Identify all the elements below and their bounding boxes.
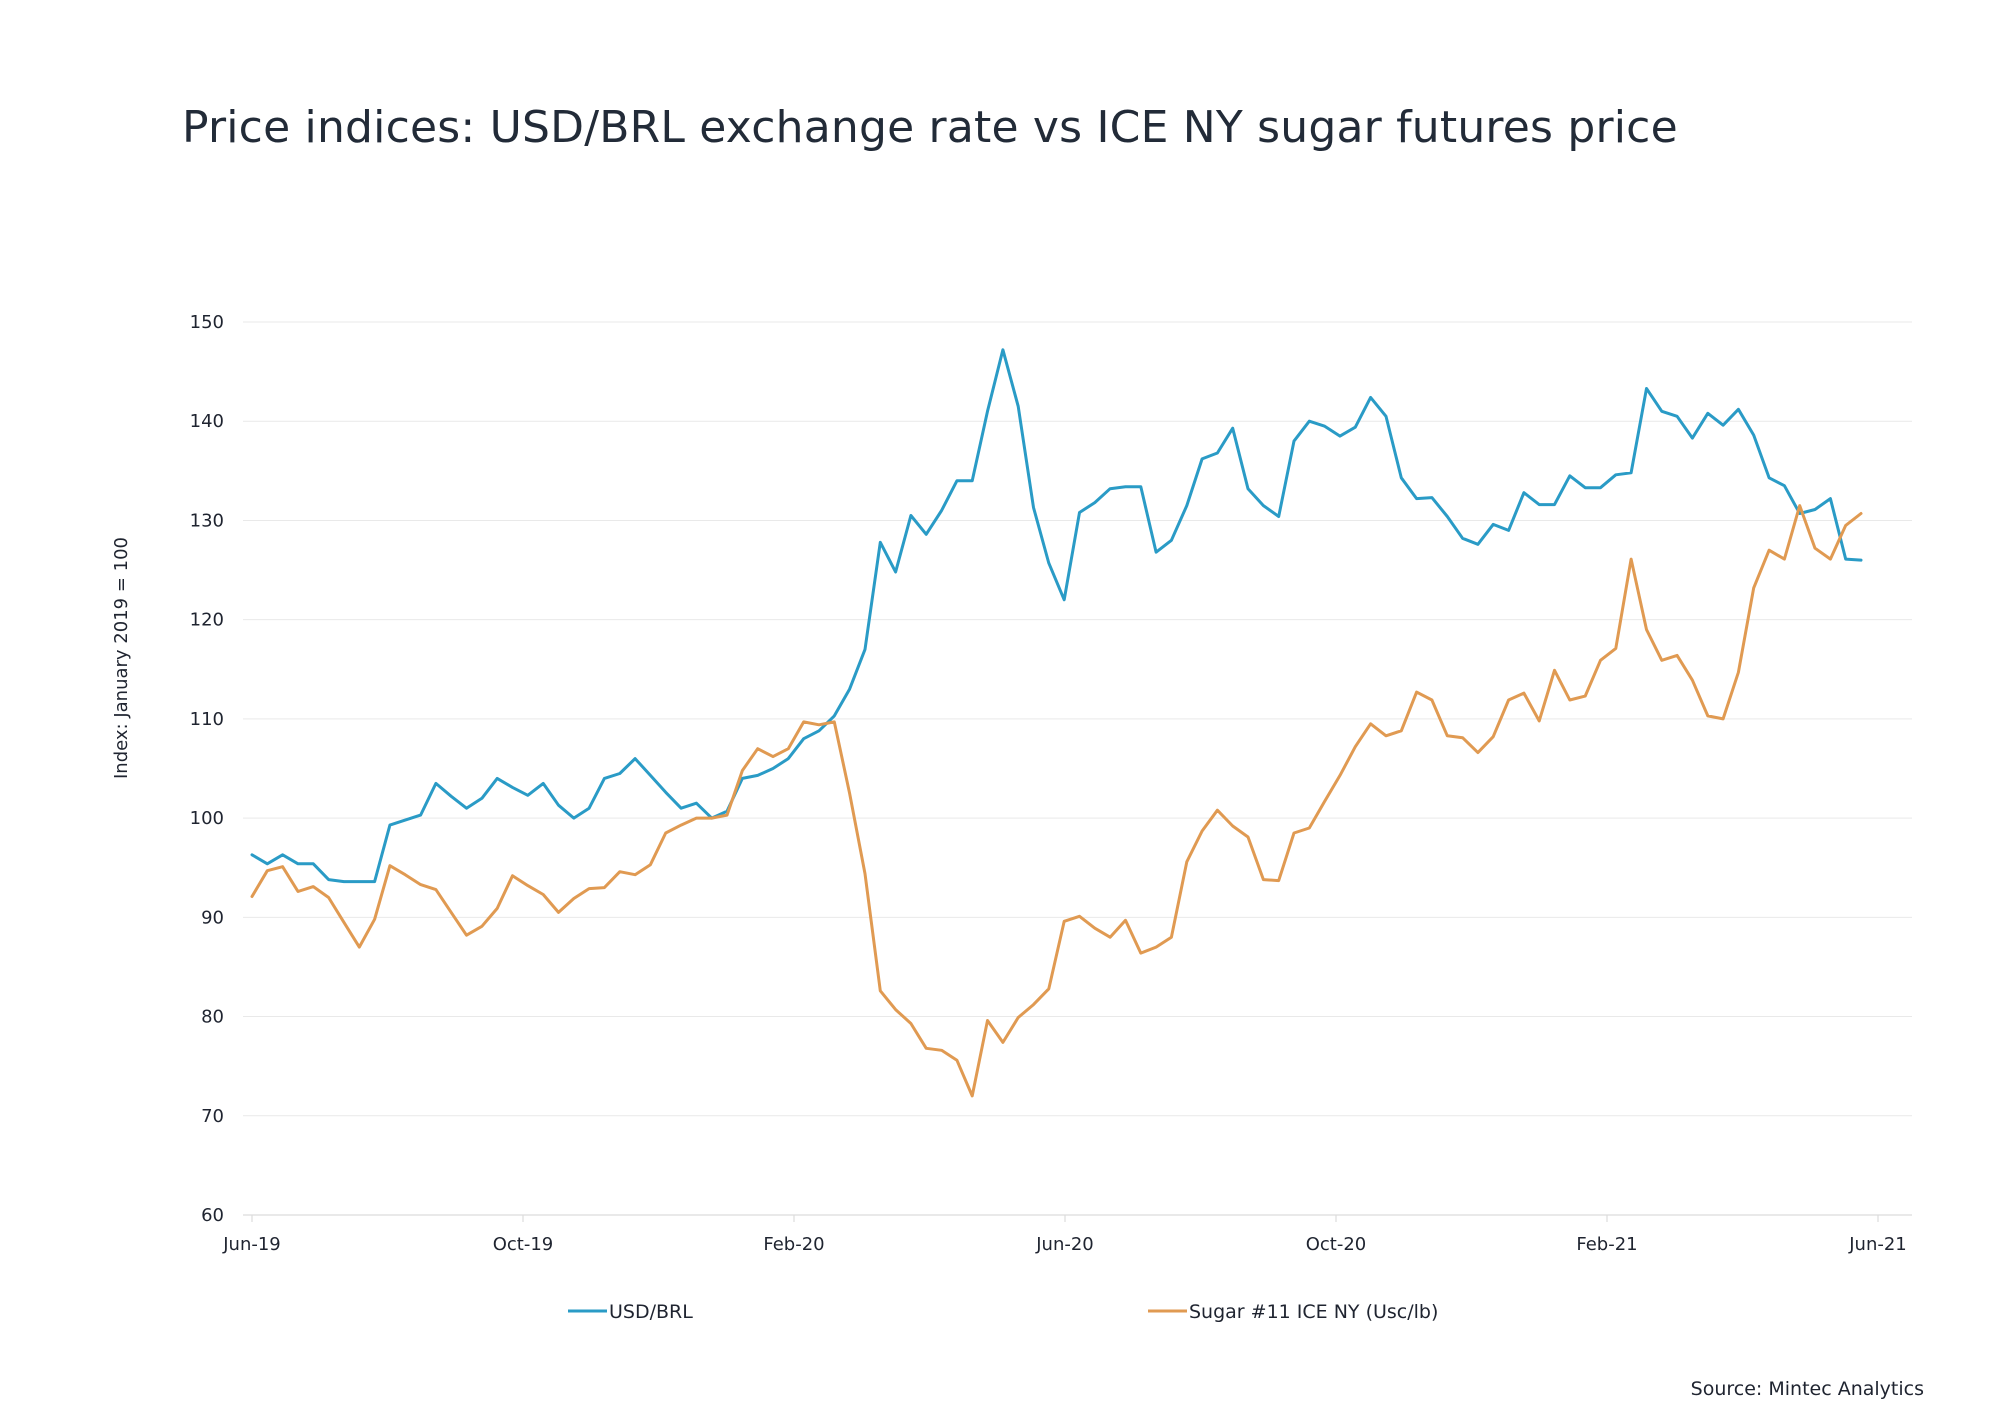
series-line-usd-brl [250,348,1863,884]
x-axis: Jun-19 Oct-19 Feb-20 Jun-20 Oct-20 Feb-21 Jun-… [222,1214,1912,1255]
series-lines [250,348,1863,1098]
series-line-sugar [250,504,1863,1098]
y-tick-label: 140 [190,411,224,432]
y-tick-label: 110 [190,709,224,730]
x-tick-label: Oct-20 [1306,1234,1367,1255]
x-tick-label: Oct-19 [493,1234,554,1255]
x-tick-label: Jun-20 [1035,1234,1094,1255]
legend-label: USD/BRL [609,1301,693,1323]
legend: USD/BRL Sugar #11 ICE NY (Usc/lb) [568,1301,1438,1323]
y-axis: 60 70 80 90 100 110 120 130 140 150 [190,312,224,1226]
source-note: Source: Mintec Analytics [1690,1378,1924,1400]
x-tick-label: Feb-21 [1576,1234,1637,1255]
y-axis-title: Index: January 2019 = 100 [111,537,132,779]
y-tick-label: 130 [190,510,224,531]
y-tick-label: 60 [201,1205,224,1226]
y-tick-label: 120 [190,610,224,631]
x-tick-label: Jun-19 [222,1234,281,1255]
x-tick-label: Feb-20 [763,1234,824,1255]
gridlines [243,321,1912,1117]
y-tick-label: 80 [201,1007,224,1028]
y-tick-label: 150 [190,312,224,333]
y-tick-label: 100 [190,808,224,829]
y-tick-label: 70 [201,1106,224,1127]
chart-title: Price indices: USD/BRL exchange rate vs … [182,102,1678,153]
x-tick-label: Jun-21 [1848,1234,1907,1255]
y-tick-label: 90 [201,907,224,928]
legend-label: Sugar #11 ICE NY (Usc/lb) [1189,1301,1438,1323]
